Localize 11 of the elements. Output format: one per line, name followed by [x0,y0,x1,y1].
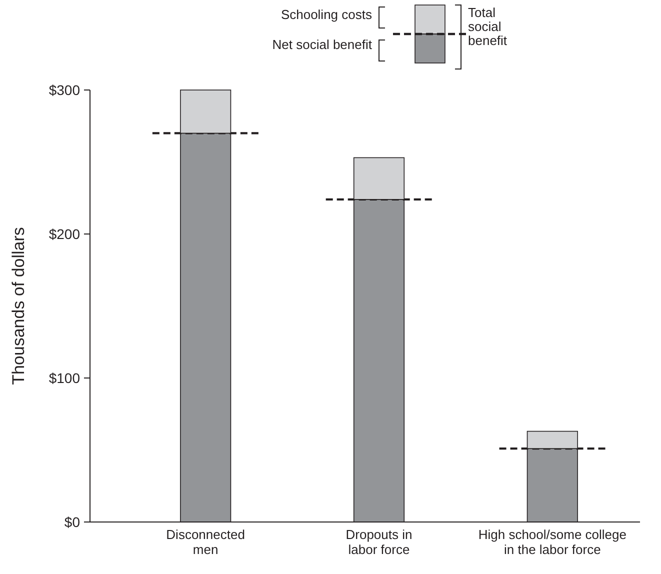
y-tick-label: $100 [48,370,80,386]
y-tick-label: $300 [48,82,80,98]
y-axis-title: Thousands of dollars [9,227,28,385]
y-tick-label: $0 [64,514,80,530]
y-tick-label: $200 [48,226,80,242]
x-tick-label: High school/some college in the labor force [478,527,626,557]
x-tick-label: Disconnected men [166,527,245,557]
legend-label: Net social benefit [272,37,372,52]
legend-label: Schooling costs [280,7,372,22]
x-tick-label: Dropouts in labor force [346,527,412,557]
legend-title: Total social benefit [468,5,508,48]
